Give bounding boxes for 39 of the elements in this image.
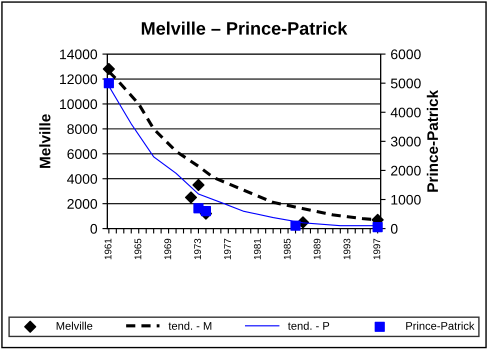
point xyxy=(372,222,383,232)
y2-tick-label: 1000 xyxy=(391,194,421,205)
point xyxy=(290,220,301,231)
y-tick-label: 10000 xyxy=(60,99,98,110)
legend-label: Melville xyxy=(56,322,92,330)
point xyxy=(192,178,205,192)
x-tick-label: 1993 xyxy=(344,238,350,260)
y2-tick-label: 3000 xyxy=(390,136,421,147)
y-tick-label: 6000 xyxy=(67,149,98,159)
y-tick-label: 12000 xyxy=(60,74,98,84)
y-tick-label: 8000 xyxy=(67,124,98,134)
x-tick-label: 1969 xyxy=(164,238,172,260)
y-tick-label: 0 xyxy=(90,224,98,234)
chart-title: Melville – Prince-Patrick xyxy=(142,22,348,35)
y-axis-title: Melville xyxy=(39,114,50,168)
x-tick-label: 1981 xyxy=(254,238,261,260)
point xyxy=(104,78,114,88)
x-tick-label: 1997 xyxy=(373,238,380,260)
x-tick-label: 1965 xyxy=(134,238,142,260)
point xyxy=(102,62,115,76)
y2-tick-label: 5000 xyxy=(390,78,421,88)
y2-axis-title: Prince-Patrick xyxy=(426,90,438,192)
y-tick-label: 4000 xyxy=(67,174,98,184)
y2-tick-label: 0 xyxy=(390,224,398,234)
y2-tick-label: 4000 xyxy=(390,108,421,118)
legend-label: tend. - M xyxy=(168,322,212,330)
y2-tick-label: 6000 xyxy=(391,49,421,60)
x-tick-label: 1985 xyxy=(284,238,291,260)
point xyxy=(184,191,198,204)
x-tick-label: 1973 xyxy=(194,238,202,260)
point xyxy=(200,206,212,216)
y2-tick-label: 2000 xyxy=(391,166,421,176)
legend-label: Prince-Patrick xyxy=(406,322,474,330)
x-tick-label: 1989 xyxy=(314,238,321,260)
y-tick-label: 14000 xyxy=(60,49,98,60)
x-tick-label: 1977 xyxy=(224,238,231,260)
legend-label: tend. - P xyxy=(288,322,330,330)
x-tick-label: 1961 xyxy=(104,238,112,260)
y-tick-label: 2000 xyxy=(67,199,98,209)
